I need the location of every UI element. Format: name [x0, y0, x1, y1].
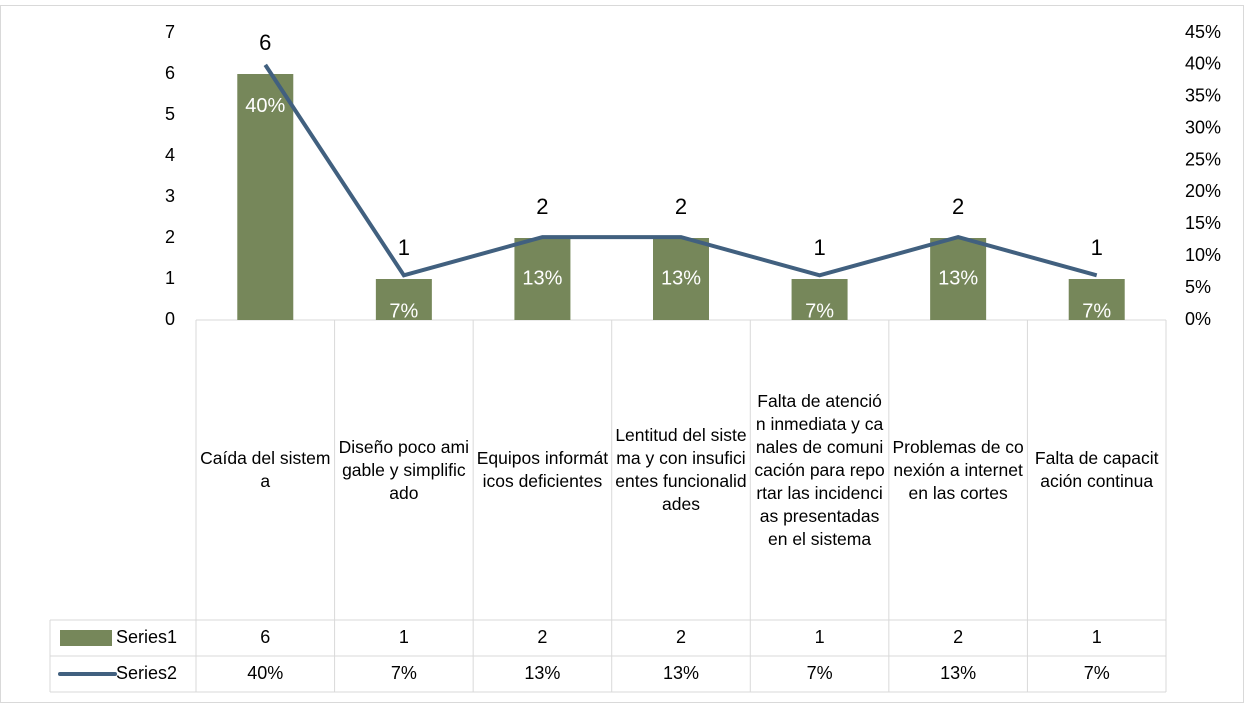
- y-tick-label: 6: [165, 63, 175, 83]
- table-value: 1: [399, 627, 409, 647]
- table-value: 13%: [663, 663, 699, 683]
- legend-swatch: [60, 630, 112, 646]
- category-cell: Falta de atención inmediata y canales de…: [754, 390, 885, 549]
- y-tick-label: 2: [165, 227, 175, 247]
- category-cell: Lentitud del sistema y con insuficientes…: [615, 425, 747, 514]
- bar-value-label: 1: [398, 235, 410, 260]
- y-tick-label: 4: [165, 145, 175, 165]
- y2-tick-label: 20%: [1185, 181, 1221, 201]
- line-value-label: 13%: [661, 267, 701, 289]
- bar: [237, 74, 294, 320]
- line-value-label: 13%: [522, 267, 562, 289]
- y-tick-label: 1: [165, 268, 175, 288]
- legend-label: Series1: [116, 627, 177, 647]
- bar: [791, 279, 848, 320]
- x-tick-label: Falta de atención inmediata y canales de…: [754, 390, 885, 549]
- line-value-label: 13%: [938, 267, 978, 289]
- bar: [1068, 279, 1125, 320]
- x-tick-label: Problemas de conexión a internet en las …: [892, 436, 1024, 503]
- y2-tick-label: 40%: [1185, 54, 1221, 74]
- y-tick-label: 3: [165, 186, 175, 206]
- bar-value-label: 6: [259, 30, 271, 55]
- table-value: 13%: [940, 663, 976, 683]
- x-tick-label: Equipos informáticos deficientes: [476, 448, 609, 491]
- table-value: 6: [260, 627, 270, 647]
- category-cell: Problemas de conexión a internet en las …: [892, 436, 1024, 503]
- x-tick-label: Lentitud del sistema y con insuficientes…: [615, 425, 747, 514]
- table-value: 13%: [524, 663, 560, 683]
- table-value: 2: [537, 627, 547, 647]
- table-value: 1: [1092, 627, 1102, 647]
- y2-tick-label: 15%: [1185, 213, 1221, 233]
- table-value: 7%: [1084, 663, 1110, 683]
- bar: [514, 238, 571, 320]
- bar: [653, 238, 709, 320]
- legend-label: Series2: [116, 663, 177, 683]
- y-tick-label: 5: [165, 104, 175, 124]
- category-cell: Diseño poco amigable y simplificado: [338, 436, 470, 503]
- bar: [375, 279, 432, 320]
- bar-value-label: 1: [813, 235, 825, 260]
- line-value-label: 7%: [389, 300, 418, 322]
- line: [263, 63, 1098, 278]
- y2-tick-label: 10%: [1185, 245, 1221, 265]
- line-value-label: 7%: [805, 300, 834, 322]
- table-value: 7%: [391, 663, 417, 683]
- table-value: 2: [953, 627, 963, 647]
- x-tick-label: Diseño poco amigable y simplificado: [338, 436, 470, 503]
- line-value-label: 7%: [1082, 300, 1111, 322]
- y2-tick-label: 5%: [1185, 277, 1211, 297]
- bar-value-label: 2: [675, 194, 687, 219]
- table-value: 2: [676, 627, 686, 647]
- y2-tick-label: 45%: [1185, 22, 1221, 42]
- y-tick-label: 0: [165, 309, 175, 329]
- line-value-label: 40%: [245, 95, 285, 117]
- table-value: 40%: [247, 663, 283, 683]
- category-cell: Falta de capacitación continua: [1034, 448, 1159, 491]
- bar: [930, 238, 987, 320]
- category-cell: Caída del sistema: [200, 448, 331, 491]
- table-value: 7%: [807, 663, 833, 683]
- y2-tick-label: 25%: [1185, 149, 1221, 169]
- y2-tick-label: 35%: [1185, 86, 1221, 106]
- x-tick-label: Caída del sistema: [200, 448, 331, 491]
- table-value: 1: [815, 627, 825, 647]
- bar-value-label: 2: [536, 194, 548, 219]
- y-tick-label: 7: [165, 22, 175, 42]
- category-cell: Equipos informáticos deficientes: [476, 448, 609, 491]
- bar-value-label: 1: [1091, 235, 1103, 260]
- y2-tick-label: 0%: [1185, 309, 1211, 329]
- bar-value-label: 2: [952, 194, 964, 219]
- x-tick-label: Falta de capacitación continua: [1034, 448, 1159, 491]
- y2-tick-label: 30%: [1185, 117, 1221, 137]
